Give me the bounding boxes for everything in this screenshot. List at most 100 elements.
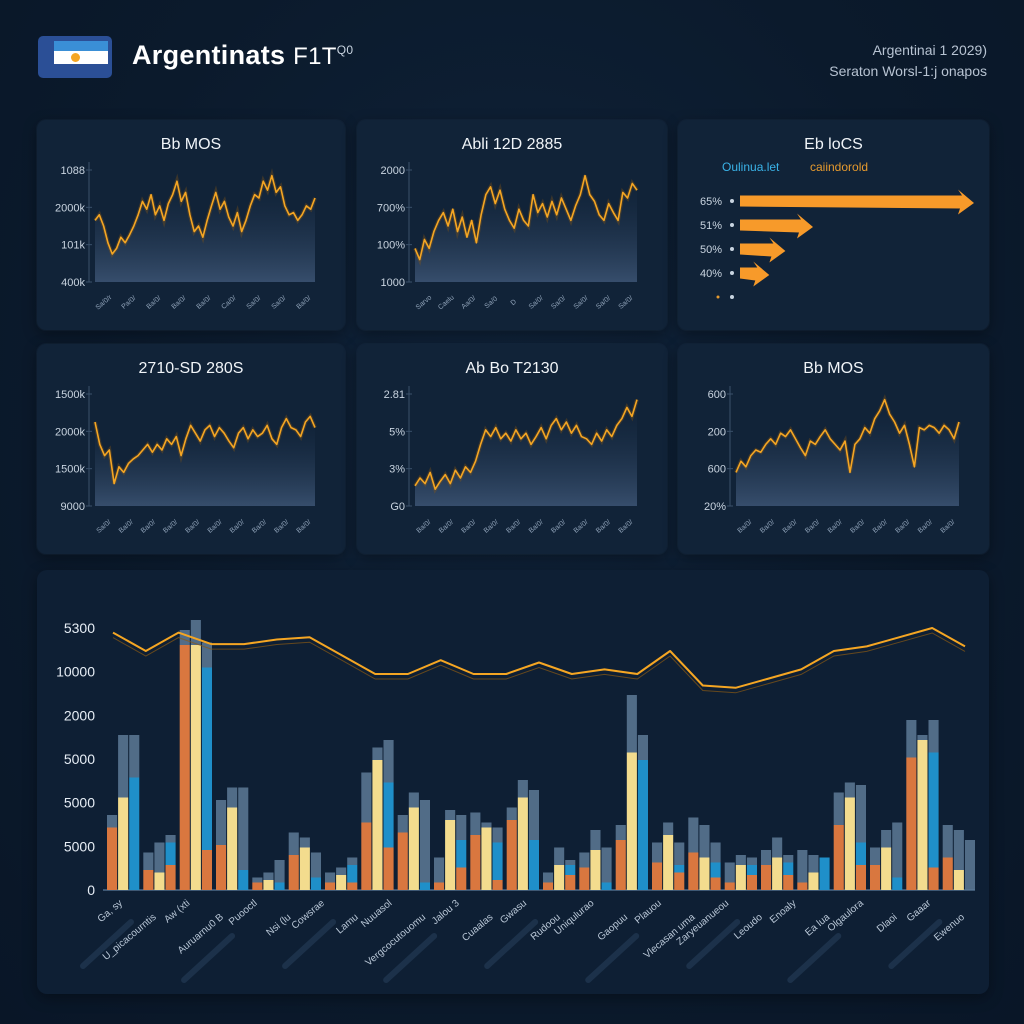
bar-segment-cream [227, 807, 238, 890]
bar-segment-blue [129, 777, 140, 890]
chart-card-4[interactable]: 2710-SD 280S 1500k 2000k 1500k 9000 Sa/0/Ba/… [37, 344, 345, 554]
x-tick-label: Puooctl [227, 898, 260, 928]
x-tick-label: Ba/0/ [438, 519, 455, 535]
y-tick-label: 1000 [381, 277, 405, 289]
bullet-marker [730, 271, 734, 275]
app-title-suffix: F1T [293, 43, 337, 70]
bullet-marker [730, 223, 734, 227]
bar-segment-slate [492, 827, 503, 843]
x-tick-label: Plauou [633, 898, 664, 926]
bar-segment-orange [942, 857, 953, 890]
chart-card-5[interactable]: Ab Bo T2130 2.81 5% 3% G0 Ba/0/Ba/0/Ba/0/Ba/… [357, 344, 667, 554]
x-tick-label: Ba/0/ [917, 519, 934, 535]
x-tick-label: Sa/0/ [573, 295, 590, 311]
bar-segment-slate [906, 720, 917, 758]
bar-segment-orange [746, 875, 757, 890]
bar-segment-cream [408, 807, 419, 890]
bar-segment-blue [238, 870, 249, 890]
line-chart: 600 200 600 20% Ba/0/Ba/0/Ba/0/Ba/0/Ba/0/Ba/… [704, 386, 961, 535]
chart-title: Bb MOS [160, 136, 222, 153]
y-tick-label: 2000k [55, 426, 85, 438]
bar-segment-slate [310, 852, 321, 878]
bar-segment-slate [201, 642, 212, 668]
chart-card-3[interactable]: Eb loCS Oulinua.let caiindorold 65% 51% 50… [678, 120, 989, 330]
header-info-line2: Seraton Worsl-1:j onapos [829, 63, 987, 79]
bar-segment-slate [579, 852, 590, 868]
bar-segment-slate [953, 830, 964, 870]
x-tick-label: Ba/0/ [894, 519, 911, 535]
x-tick-label: Lamu [334, 912, 360, 937]
bar-segment-orange [143, 870, 154, 890]
x-tick-label: Enoaly [768, 898, 798, 926]
bar-segment-orange [797, 882, 808, 890]
chart-title: Eb loCS [804, 136, 863, 153]
bar-segment-slate [299, 837, 310, 848]
x-tick-label: Aw (xti [162, 898, 192, 926]
bar-segment-slate [456, 815, 467, 840]
y-tick-label: 1088 [61, 165, 85, 177]
bar-segment-slate [419, 800, 430, 883]
data-line [94, 174, 316, 255]
bar-segment-blue [674, 865, 685, 873]
bar-segment-orange [288, 855, 299, 890]
header-info: Argentinai 1 2029) Seraton Worsl-1:j ona… [829, 40, 987, 82]
bar-segment-cream [190, 645, 201, 890]
bar-segment-orange [179, 645, 190, 890]
bar-segment-blue [746, 865, 757, 875]
bar-segment-slate [590, 830, 601, 850]
bar-segment-slate [383, 740, 394, 783]
x-tick-label: Ba/0/ [483, 519, 500, 535]
arrow-bar [740, 237, 786, 263]
y-tick-label: G0 [390, 501, 405, 513]
x-tick-label: Jalou 3 [430, 898, 462, 927]
y-tick-label: 9000 [61, 501, 85, 513]
arrow-bar [740, 189, 974, 215]
y-tick-label: 400k [61, 277, 85, 289]
bar-segment-cream [735, 865, 746, 890]
chart-card-6[interactable]: Bb MOS 600 200 600 20% Ba/0/Ba/0/Ba/0/Ba/0/B… [678, 344, 989, 554]
area-fill [415, 399, 637, 506]
bar-segment-slate [844, 782, 855, 798]
bar-segment-slate [928, 720, 939, 753]
x-tick-label: Cuaalas [460, 912, 495, 944]
bar-segment-blue [310, 877, 321, 890]
bullet-marker [730, 199, 734, 203]
x-tick-label: Ba/0/ [595, 519, 612, 535]
chart-card-1[interactable]: Bb MOS 1088 2000k 101k 400k Sa/0/r Pa/0/Ba/0/… [37, 120, 345, 330]
bar-segment-orange [565, 875, 576, 890]
area-fill [95, 416, 315, 506]
chart-title: Ab Bo T2130 [465, 360, 559, 377]
bar-segment-orange [434, 882, 445, 890]
main-chart-card[interactable]: 5300 10000 2000 5000 5000 5000 0 Ga, sy U_picaco… [37, 570, 989, 994]
y-tick-label: 101k [61, 240, 85, 252]
x-tick-label: Dlaoi [875, 912, 900, 935]
x-tick-label: Sarvo [415, 294, 434, 311]
y-tick-label: 0 [87, 882, 95, 898]
bar-segment-blue [710, 862, 721, 878]
bar-segment-slate [881, 830, 892, 848]
x-tick-label: Gwasu [498, 898, 529, 926]
y-tick-label: 5300 [64, 620, 95, 636]
bar-segment-orange [201, 850, 212, 890]
line-shadow [112, 632, 966, 694]
bar-segment-slate [652, 842, 663, 863]
bar-segment-orange [833, 825, 844, 890]
line-chart: 2.81 5% 3% G0 Ba/0/Ba/0/Ba/0/Ba/0/Ba/0/Ba/0/… [384, 386, 639, 535]
data-line [414, 399, 638, 490]
x-tick-label: Ba/0/ [618, 519, 635, 535]
bar-segment-blue [456, 840, 467, 868]
bar-segment-slate [554, 847, 565, 865]
chart-title: Abli 12D 2885 [461, 136, 563, 153]
y-tick-label: 2000 [64, 707, 95, 723]
x-tick-label: Ba/0/ [118, 519, 135, 535]
y-tick-label: 1500k [55, 464, 85, 476]
bar-segment-cream [154, 872, 165, 890]
chart-card-2[interactable]: Abli 12D 2885 2000 700% 100% 1000 Sarvo Caelu… [357, 120, 667, 330]
x-tick-label: Leoudo [732, 912, 765, 942]
bar-segment-slate [663, 822, 674, 835]
x-tick-label: Ba/0/ [872, 519, 889, 535]
bar-segment-slate [434, 857, 445, 883]
bar-segment-blue [637, 760, 648, 890]
y-tick-label: 3% [389, 464, 405, 476]
bar-segment-slate [942, 825, 953, 858]
